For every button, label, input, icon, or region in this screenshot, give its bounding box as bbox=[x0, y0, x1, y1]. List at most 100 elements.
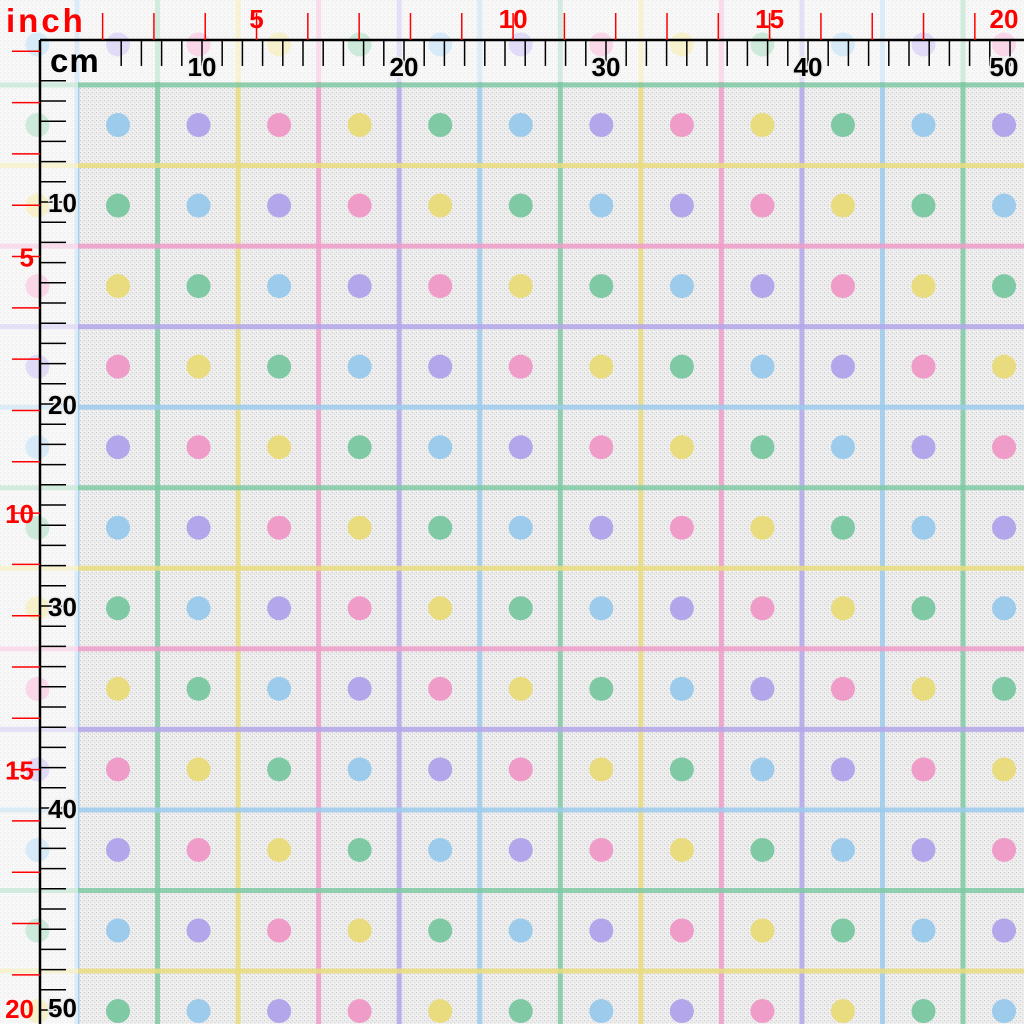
polka-dot bbox=[508, 435, 533, 460]
polka-dot bbox=[267, 354, 292, 379]
vertical-stripe bbox=[316, 0, 322, 1024]
polka-dot bbox=[508, 515, 533, 540]
inch-unit-label: inch bbox=[6, 2, 86, 39]
polka-dot bbox=[508, 757, 533, 782]
polka-dot bbox=[830, 676, 855, 701]
polka-dot bbox=[669, 757, 694, 782]
polka-dot bbox=[911, 515, 936, 540]
cm-label-left: 20 bbox=[48, 390, 77, 420]
inch-label-left: 5 bbox=[20, 243, 34, 273]
vertical-stripe bbox=[396, 0, 402, 1024]
polka-dot bbox=[267, 676, 292, 701]
vertical-stripe bbox=[960, 0, 966, 1024]
polka-dot bbox=[589, 435, 614, 460]
polka-dot bbox=[347, 676, 372, 701]
polka-dot bbox=[186, 837, 211, 862]
polka-dot bbox=[750, 113, 775, 137]
polka-dot bbox=[589, 274, 614, 299]
horizontal-stripe bbox=[0, 324, 1024, 330]
polka-dot bbox=[911, 999, 936, 1024]
polka-dot bbox=[911, 918, 936, 943]
horizontal-stripe bbox=[0, 485, 1024, 491]
polka-dot bbox=[106, 596, 130, 621]
polka-dot bbox=[508, 193, 533, 218]
polka-dot bbox=[186, 435, 211, 460]
polka-dot bbox=[669, 918, 694, 943]
polka-dot bbox=[992, 113, 1017, 137]
polka-dot bbox=[428, 193, 453, 218]
polka-dot bbox=[428, 274, 453, 299]
polka-dot bbox=[428, 676, 453, 701]
polka-dot bbox=[750, 596, 775, 621]
polka-dot bbox=[589, 596, 614, 621]
horizontal-stripe bbox=[0, 404, 1024, 410]
cm-label-top: 50 bbox=[990, 52, 1019, 82]
polka-dot bbox=[508, 676, 533, 701]
polka-dot bbox=[267, 596, 292, 621]
polka-dot bbox=[267, 757, 292, 782]
polka-dot bbox=[830, 435, 855, 460]
polka-dot bbox=[186, 193, 211, 218]
polka-dot bbox=[508, 354, 533, 379]
cm-label-left: 30 bbox=[48, 592, 77, 622]
polka-dot bbox=[508, 837, 533, 862]
polka-dot bbox=[992, 918, 1017, 943]
polka-dot bbox=[106, 676, 130, 701]
polka-dot bbox=[830, 193, 855, 218]
polka-dot bbox=[750, 676, 775, 701]
inch-label-top: 5 bbox=[249, 4, 263, 34]
polka-dot bbox=[428, 999, 453, 1024]
polka-dot bbox=[992, 354, 1017, 379]
polka-dot bbox=[589, 193, 614, 218]
polka-dot bbox=[186, 113, 211, 137]
polka-dot bbox=[830, 757, 855, 782]
cm-label-left: 50 bbox=[48, 993, 77, 1023]
polka-dot bbox=[911, 596, 936, 621]
polka-dot bbox=[186, 354, 211, 379]
inch-label-left: 15 bbox=[5, 756, 34, 786]
cm-label-top: 40 bbox=[794, 52, 823, 82]
polka-dot bbox=[992, 596, 1017, 621]
polka-dot bbox=[106, 999, 130, 1024]
polka-dot bbox=[508, 113, 533, 137]
polka-dot bbox=[347, 435, 372, 460]
polka-dot bbox=[750, 837, 775, 862]
polka-dot bbox=[508, 274, 533, 299]
polka-dot bbox=[428, 515, 453, 540]
vertical-stripe bbox=[557, 0, 563, 1024]
polka-dot bbox=[106, 193, 130, 218]
polka-dot bbox=[106, 435, 130, 460]
polka-dot bbox=[106, 515, 130, 540]
polka-dot bbox=[186, 918, 211, 943]
polka-dot bbox=[911, 837, 936, 862]
polka-dot bbox=[992, 757, 1017, 782]
polka-dot bbox=[830, 837, 855, 862]
horizontal-stripe bbox=[0, 726, 1024, 732]
polka-dot bbox=[750, 354, 775, 379]
polka-dot bbox=[589, 676, 614, 701]
cm-unit-label: cm bbox=[50, 42, 100, 79]
horizontal-stripe bbox=[0, 968, 1024, 974]
polka-dot bbox=[186, 515, 211, 540]
polka-dot bbox=[669, 596, 694, 621]
polka-dot bbox=[750, 193, 775, 218]
polka-dot bbox=[830, 354, 855, 379]
polka-dot bbox=[830, 999, 855, 1024]
polka-dot bbox=[267, 837, 292, 862]
polka-dot bbox=[186, 274, 211, 299]
polka-dot bbox=[992, 676, 1017, 701]
cm-label-top: 10 bbox=[188, 52, 217, 82]
polka-dot bbox=[750, 757, 775, 782]
polka-dot bbox=[992, 837, 1017, 862]
polka-dot bbox=[347, 757, 372, 782]
polka-dot bbox=[830, 596, 855, 621]
cm-label-top: 20 bbox=[390, 52, 419, 82]
polka-dot bbox=[347, 999, 372, 1024]
vertical-stripe bbox=[638, 0, 644, 1024]
polka-dot bbox=[347, 274, 372, 299]
polka-dot bbox=[347, 515, 372, 540]
polka-dot bbox=[750, 918, 775, 943]
polka-dot bbox=[267, 515, 292, 540]
polka-dot bbox=[428, 113, 453, 137]
